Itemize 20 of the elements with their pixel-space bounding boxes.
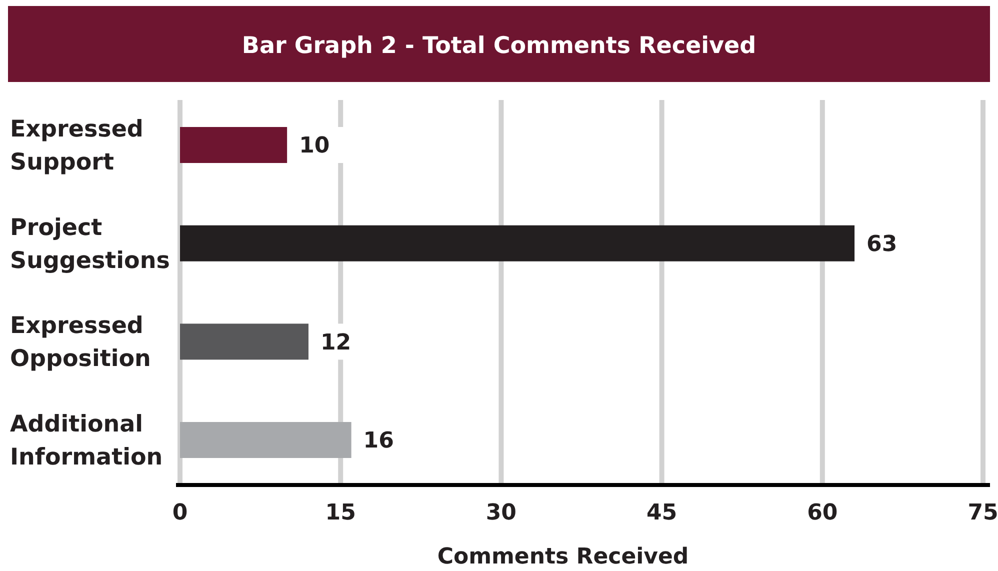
x-tick-label: 0 — [172, 500, 188, 526]
bar — [180, 127, 288, 163]
x-tick-label: 45 — [646, 500, 678, 526]
bar — [180, 225, 855, 262]
x-axis-title: Comments Received — [437, 544, 689, 570]
x-tick-label: 60 — [807, 500, 838, 526]
y-tick-label: Project Suggestions — [10, 214, 170, 274]
y-tick-label: Expressed Support — [10, 116, 144, 176]
chart-title: Bar Graph 2 - Total Comments Received — [242, 33, 756, 60]
y-tick-label: Additional Information — [10, 412, 163, 471]
data-label: 16 — [363, 428, 394, 454]
data-label: 10 — [299, 134, 330, 159]
x-tick-label: 75 — [968, 500, 998, 526]
bar — [180, 422, 352, 458]
y-tick-label: Expressed Opposition — [10, 313, 151, 372]
data-label: 63 — [866, 232, 898, 258]
x-tick-label: 30 — [486, 500, 517, 526]
x-tick-label: 15 — [325, 500, 356, 526]
bar — [180, 324, 308, 360]
data-label: 12 — [320, 330, 352, 356]
